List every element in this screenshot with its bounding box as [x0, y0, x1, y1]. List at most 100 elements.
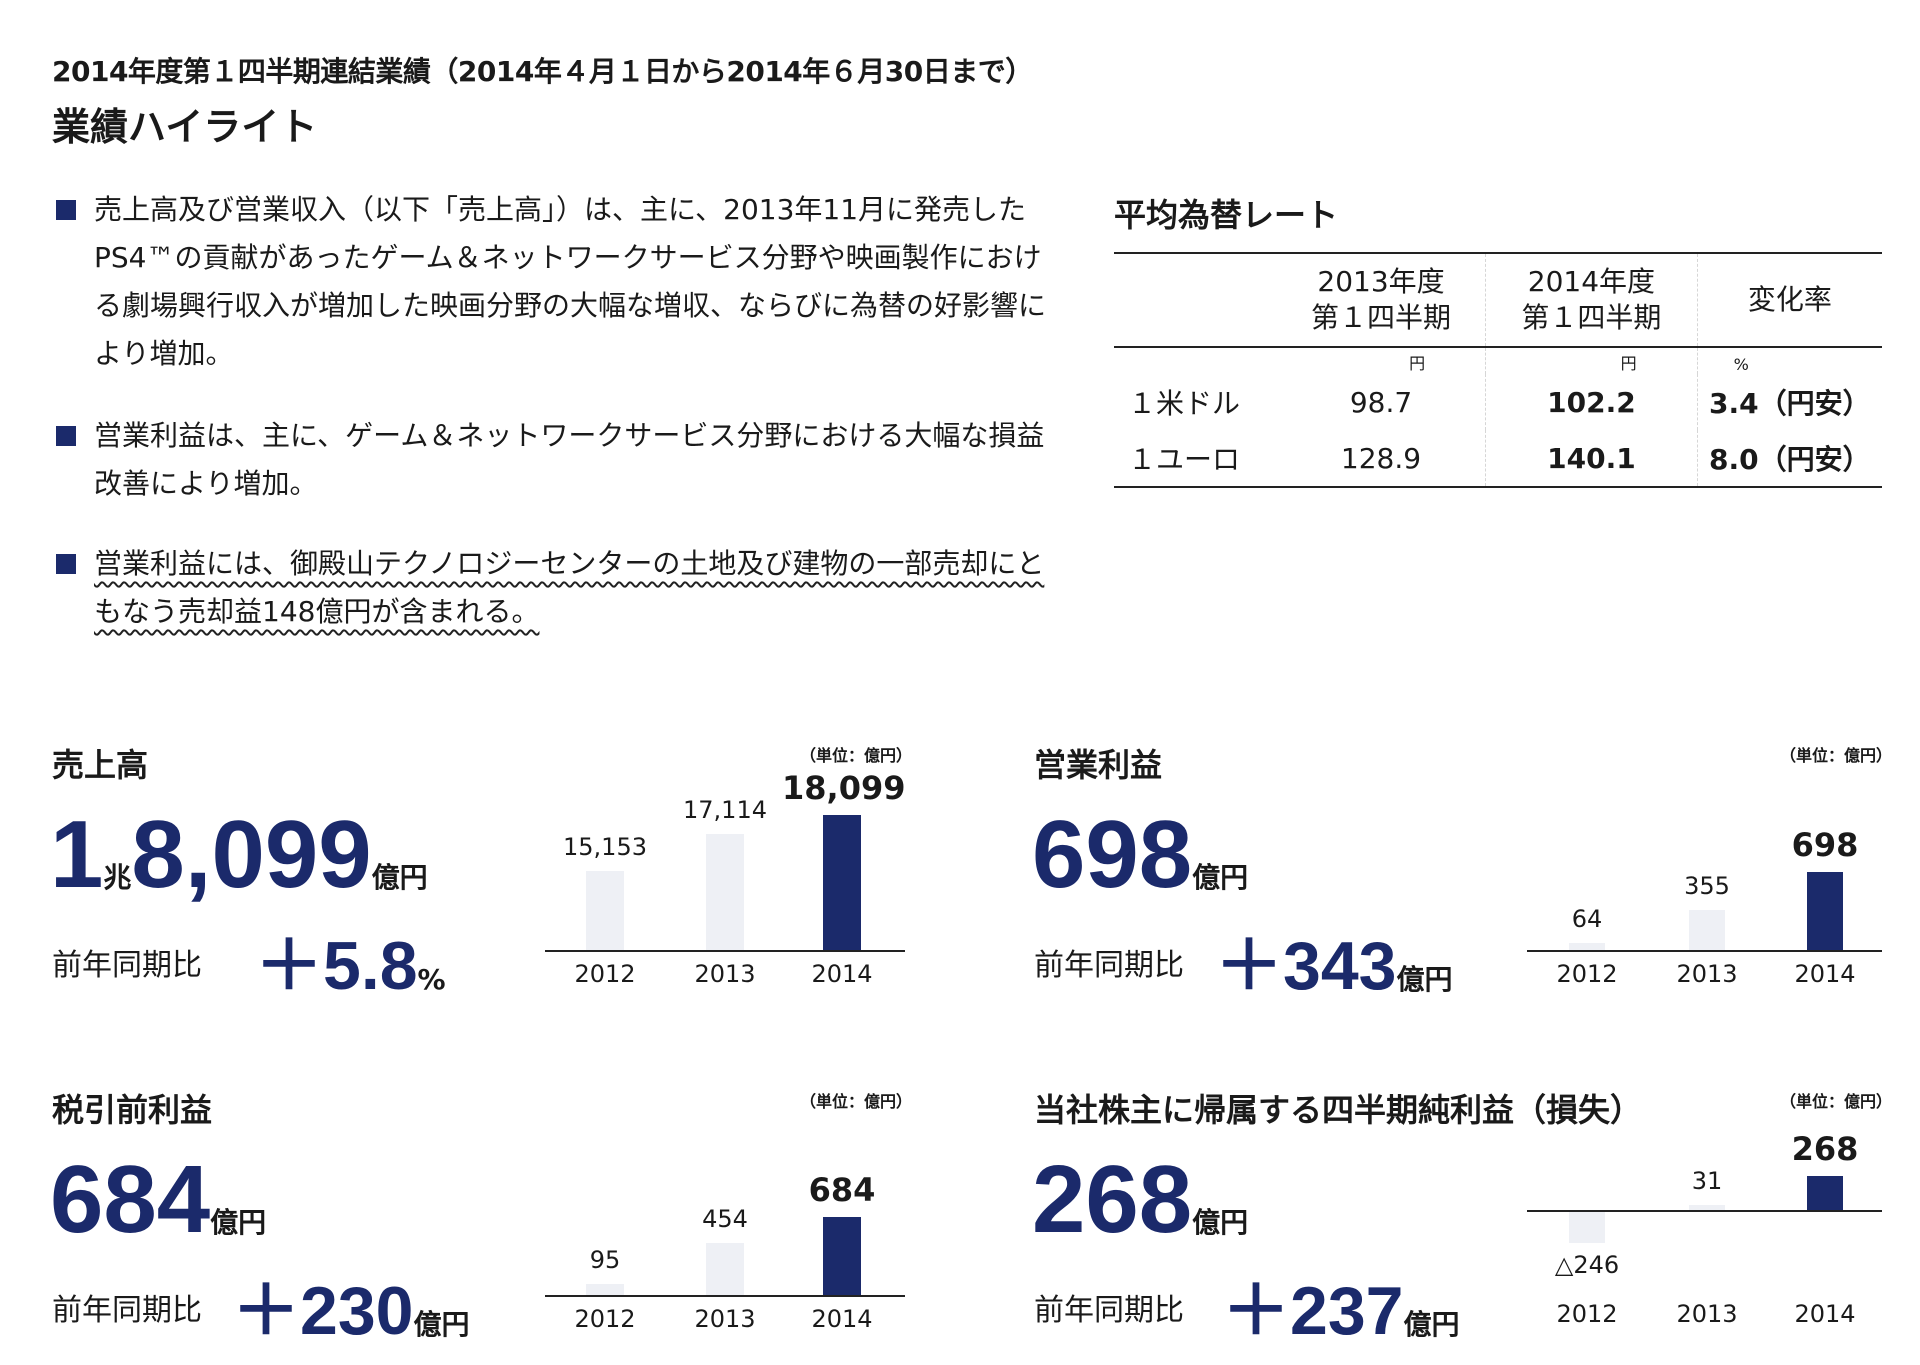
- fx-row-label: １米ドル: [1128, 387, 1241, 420]
- chart-bar-2012: [1569, 1212, 1605, 1244]
- pretax-big-unit: 億円: [210, 1206, 267, 1239]
- op-yoy: ＋343億円: [1215, 910, 1452, 1009]
- chart-bar-2014: [823, 1217, 861, 1295]
- fx-header-change: 変化率: [1697, 252, 1882, 348]
- pretax-title: 税引前利益: [52, 1091, 213, 1129]
- bullet-item-gain: 営業利益には、御殿山テクノロジーセンターの土地及び建物の一部売却にともなう売却益…: [56, 540, 1046, 636]
- chart-x-label: 2013: [1676, 1300, 1738, 1328]
- chart-value-label: 15,153: [563, 833, 647, 862]
- fx-header-2013: 2013年度 第１四半期: [1276, 252, 1487, 348]
- net-yoy-value: ＋237: [1222, 1273, 1404, 1349]
- fx-row-2014: 102.2: [1485, 374, 1698, 430]
- sales-big-prefix: 1: [50, 801, 104, 908]
- chart-bar-2012: [1569, 942, 1605, 950]
- chart-value-label: 95: [589, 1246, 621, 1275]
- chart-value-label: 454: [702, 1205, 748, 1234]
- fx-header-2014-line1: 2014年度: [1527, 265, 1656, 298]
- fx-row-change: 8.0（円安）: [1697, 430, 1882, 488]
- fx-header-2014-line2: 第１四半期: [1521, 301, 1662, 334]
- chart-x-label: 2014: [811, 1305, 873, 1333]
- net-yoy: ＋237億円: [1222, 1255, 1459, 1354]
- fx-unit-blank: [1114, 347, 1277, 374]
- fx-row-2014: 140.1: [1485, 430, 1698, 488]
- sales-yoy-value: ＋5.8: [255, 928, 418, 1004]
- chart-bar-2013: [706, 833, 744, 950]
- sales-yoy: ＋5.8%: [255, 910, 446, 1009]
- net-big-num: 268: [1032, 1146, 1193, 1253]
- op-big-unit: 億円: [1192, 861, 1249, 894]
- chart-x-label: 2014: [811, 960, 873, 988]
- chart-value-label: △246: [1554, 1251, 1620, 1280]
- sales-title: 売上高: [52, 746, 149, 784]
- op-title: 営業利益: [1034, 746, 1163, 784]
- sales-big-value: 1兆8,099億円: [50, 800, 428, 910]
- chart-bar-2014: [1807, 1176, 1843, 1210]
- net-yoy-label: 前年同期比: [1034, 1293, 1184, 1328]
- chart-bar-2013: [1689, 910, 1725, 950]
- chart-value-label: 64: [1571, 904, 1603, 933]
- fx-row: １ユーロ 128.9 140.1 8.0（円安）: [1114, 430, 1882, 488]
- chart-baseline: [1527, 950, 1882, 952]
- op-chart: 64 2012 355 2013 698 2014: [1527, 770, 1882, 1000]
- op-yoy-unit: 億円: [1396, 963, 1453, 996]
- chart-x-label: 2012: [1556, 1300, 1618, 1328]
- fx-header-2014: 2014年度 第１四半期: [1485, 252, 1698, 348]
- fx-header-blank: [1114, 252, 1277, 348]
- fx-header-2013-line1: 2013年度: [1317, 265, 1445, 298]
- sales-chart: 15,153 2012 17,114 2013 18,099 2014: [545, 769, 906, 1000]
- fx-row-label: １ユーロ: [1114, 430, 1277, 488]
- fx-unit-2013: 円: [1276, 347, 1487, 374]
- bullet-text: 営業利益は、主に、ゲーム＆ネットワークサービス分野における大幅な損益改善により増…: [94, 419, 1045, 500]
- chart-baseline: [1527, 1210, 1882, 1212]
- chart-value-label: 698: [1791, 826, 1859, 864]
- sales-big-unit: 億円: [371, 861, 428, 894]
- op-big-num: 698: [1032, 801, 1193, 908]
- bullet-square-icon: [56, 200, 76, 220]
- fx-row-2013: 128.9: [1276, 430, 1487, 488]
- chart-value-label: 18,099: [782, 769, 906, 807]
- chart-bar-2013: [1689, 1205, 1725, 1210]
- chart-x-label: 2014: [1794, 1300, 1856, 1328]
- net-big-unit: 億円: [1192, 1206, 1249, 1239]
- pretax-yoy-label: 前年同期比: [52, 1293, 202, 1328]
- net-yoy-unit: 億円: [1403, 1308, 1460, 1341]
- op-unit-note: （単位：億円）: [1780, 746, 1893, 765]
- chart-value-label: 31: [1691, 1167, 1723, 1195]
- bullet-item-sales: 売上高及び営業収入（以下「売上高」）は、主に、2013年11月に発売したPS4™…: [56, 186, 1046, 378]
- chart-x-label: 2012: [1556, 960, 1618, 988]
- fx-row-change: 3.4（円安）: [1709, 387, 1871, 420]
- net-unit-note: （単位：億円）: [1780, 1092, 1893, 1111]
- chart-value-label: 355: [1684, 872, 1730, 901]
- chart-bar-2014: [823, 815, 861, 950]
- chart-value-label: 684: [808, 1171, 876, 1209]
- pretax-chart: 95 2012 454 2013 684 2014: [545, 1110, 905, 1345]
- fx-unit-change: %: [1733, 355, 1749, 374]
- pretax-yoy: ＋230億円: [232, 1255, 469, 1354]
- bullet-square-icon: [56, 554, 76, 574]
- bullet-text: 営業利益には、御殿山テクノロジーセンターの土地及び建物の一部売却にともなう売却益…: [94, 547, 1045, 628]
- chart-x-label: 2014: [1794, 960, 1856, 988]
- chart-x-label: 2013: [1676, 960, 1738, 988]
- net-title: 当社株主に帰属する四半期純利益（損失）: [1034, 1091, 1643, 1129]
- fx-header-2013-line2: 第１四半期: [1311, 301, 1452, 334]
- chart-x-label: 2013: [694, 960, 756, 988]
- pretax-big-value: 684億円: [50, 1145, 266, 1255]
- pretax-unit-note: （単位：億円）: [800, 1092, 913, 1111]
- fx-title: 平均為替レート: [1114, 196, 1339, 234]
- net-big-value: 268億円: [1032, 1145, 1248, 1255]
- bullet-item-op: 営業利益は、主に、ゲーム＆ネットワークサービス分野における大幅な損益改善により増…: [56, 412, 1046, 508]
- op-yoy-label: 前年同期比: [1034, 948, 1184, 983]
- chart-value-label: 17,114: [683, 795, 767, 824]
- pretax-yoy-unit: 億円: [413, 1308, 470, 1341]
- chart-baseline: [545, 950, 905, 952]
- sales-unit-note: （単位：億円）: [800, 746, 913, 765]
- pretax-big-num: 684: [50, 1146, 211, 1253]
- report-title: 2014年度第１四半期連結業績（2014年４月１日から2014年６月30日まで）: [52, 55, 1033, 88]
- chart-value-label: 268: [1791, 1130, 1859, 1168]
- sales-yoy-unit: %: [417, 963, 446, 996]
- chart-bar-2014: [1807, 872, 1843, 950]
- fx-row: １米ドル 98.7 102.2 3.4（円安）: [1114, 374, 1882, 430]
- bullet-square-icon: [56, 426, 76, 446]
- sales-big-num: 8,099: [131, 801, 372, 908]
- sales-big-cho: 兆: [103, 861, 132, 894]
